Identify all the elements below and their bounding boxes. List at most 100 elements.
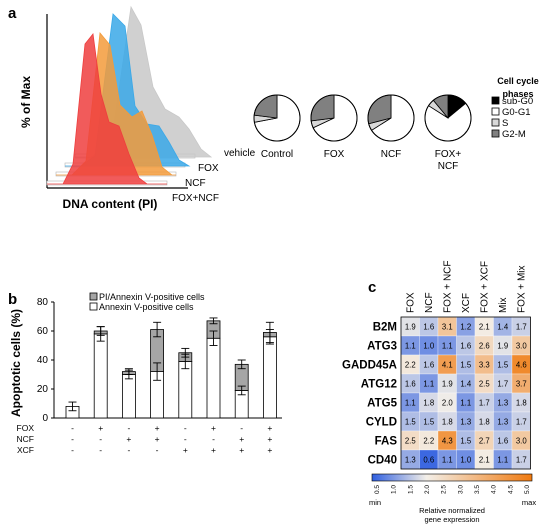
pie-outline <box>310 94 358 142</box>
pie-legend-label: sub-G0 <box>502 96 533 107</box>
pie-label: Control <box>261 149 293 160</box>
heatmap-cell-value: 1.9 <box>497 342 508 351</box>
heatmap-cell-value: 1.1 <box>442 456 453 465</box>
histogram-label-fox: FOX <box>198 163 219 174</box>
pie-slice-g2-m <box>310 94 335 122</box>
treatment-sign: - <box>127 423 130 433</box>
treatment-sign: + <box>183 445 188 455</box>
colorbar-tick-label: 4.0 <box>491 485 498 494</box>
heatmap-cell-value: 4.3 <box>442 437 453 446</box>
heatmap-cell-value: 4.6 <box>516 361 527 370</box>
treatment-sign: - <box>184 423 187 433</box>
heatmap-cell-value: 1.4 <box>497 323 509 332</box>
pie-legend-title-line-2: phases <box>502 89 533 99</box>
heatmap-row-label: ATG5 <box>367 398 397 410</box>
treatment-sign: + <box>267 423 272 433</box>
treatment-sign: + <box>239 434 244 444</box>
heatmap-cell-value: 1.3 <box>405 456 416 465</box>
heatmap-cell-value: 4.1 <box>442 361 453 370</box>
heatmap-cell-value: 2.6 <box>479 342 490 351</box>
bar-y-tick-label: 0 <box>42 413 48 424</box>
pie-label: NCF <box>381 149 402 160</box>
pie-legend-title-line-1: Cell cycle <box>497 76 539 86</box>
heatmap-cell-value: 1.4 <box>460 380 472 389</box>
treatment-sign: - <box>184 434 187 444</box>
heatmap-panel: FOX NCF FOX + NCF XCF FOX + XCF Mix FOX + Mix … <box>342 260 536 524</box>
heatmap-cell-value: 1.7 <box>516 323 527 332</box>
treatment-sign: + <box>267 445 272 455</box>
colorbar-title: gene expression <box>424 515 479 524</box>
heatmap-column-label: FOX <box>405 292 416 313</box>
heatmap-cell-value: 1.7 <box>516 418 527 427</box>
pie-panel: Control FOX NCF FOX+NCF <box>253 94 472 172</box>
heatmap-column-label: FOX + Mix <box>516 265 527 313</box>
heatmap-column-label: XCF <box>461 293 472 313</box>
histogram-panel: % of Max DNA content (PI) vehicle FOX NCF F… <box>19 5 256 211</box>
pie-legend-swatch <box>491 129 500 138</box>
heatmap-cell-value: 1.8 <box>516 399 527 408</box>
histogram-label-ncf: NCF <box>185 178 206 189</box>
heatmap-cell-value: 0.6 <box>423 456 434 465</box>
heatmap-cell-value: 3.0 <box>516 437 528 446</box>
heatmap-cell-value: 1.5 <box>460 437 472 446</box>
treatment-sign: - <box>156 445 159 455</box>
pie-label: NCF <box>438 161 459 172</box>
heatmap-cell-value: 1.2 <box>460 323 471 332</box>
bar-panel: Apoptotic cells (%) 0 20 40 60 80 PI/Annexin… <box>9 292 282 455</box>
treatment-sign: + <box>239 445 244 455</box>
treatment-sign: + <box>267 434 272 444</box>
treatment-sign: - <box>99 445 102 455</box>
heatmap-cell-value: 1.0 <box>423 342 435 351</box>
heatmap-cell-value: 1.6 <box>423 323 434 332</box>
heatmap-cell-value: 1.9 <box>442 380 453 389</box>
heatmap-cell-value: 3.7 <box>516 380 527 389</box>
panel-letter-a: a <box>8 5 17 22</box>
treatment-sign: - <box>212 434 215 444</box>
bar-y-title: Apoptotic cells (%) <box>9 309 23 417</box>
colorbar-tick-label: 2.0 <box>424 485 431 494</box>
treatment-sign: - <box>240 423 243 433</box>
colorbar <box>371 473 533 482</box>
heatmap-cell-value: 2.2 <box>423 437 434 446</box>
treatment-sign: + <box>211 445 216 455</box>
histogram-label-fox-ncf: FOX+NCF <box>172 193 219 204</box>
colorbar-min-label: min <box>369 498 381 507</box>
heatmap-cell-value: 1.7 <box>479 399 490 408</box>
heatmap-cell-value: 1.9 <box>405 323 416 332</box>
bar-y-tick-label: 60 <box>37 326 49 337</box>
bar-annexin <box>178 361 193 419</box>
heatmap-row-label: FAS <box>375 436 398 448</box>
treatment-sign: - <box>99 434 102 444</box>
pie-legend-label: G0-G1 <box>502 107 531 118</box>
heatmap-row-label: ATG3 <box>367 341 397 353</box>
pie-outline <box>367 94 415 142</box>
heatmap-cell-value: 1.1 <box>460 399 471 408</box>
heatmap-cell-value: 1.7 <box>516 456 527 465</box>
heatmap-cell-value: 1.1 <box>405 342 416 351</box>
pie-legend-swatch <box>491 96 500 105</box>
heatmap-cell-value: 2.1 <box>479 456 490 465</box>
heatmap-cell-value: 1.8 <box>479 418 490 427</box>
heatmap-cell-value: 1.5 <box>497 361 509 370</box>
heatmap-cell-value: 1.7 <box>497 380 508 389</box>
colorbar-tick-label: 1.0 <box>391 485 398 494</box>
bar-y-tick-label: 80 <box>37 297 49 308</box>
histogram-label-vehicle: vehicle <box>224 148 256 159</box>
colorbar-tick-label: 0.5 <box>374 485 381 494</box>
panel-letter-c: c <box>368 279 376 296</box>
colorbar-max-label: max <box>522 498 536 507</box>
treatment-row-label: XCF <box>17 445 34 455</box>
heatmap-cell-value: 1.6 <box>497 437 508 446</box>
colorbar-tick-label: 3.0 <box>457 485 464 494</box>
bar-legend-label: PI/Annexin V-positive cells <box>99 292 205 302</box>
bar-annexin <box>206 337 221 419</box>
heatmap-border <box>400 316 531 470</box>
colorbar-tick-label: 5.0 <box>524 485 531 494</box>
treatment-sign: - <box>71 434 74 444</box>
treatment-sign: + <box>126 434 131 444</box>
treatment-row-label: NCF <box>17 434 34 444</box>
bar-y-tick-label: 40 <box>37 355 49 366</box>
heatmap-cell-value: 1.6 <box>460 342 471 351</box>
